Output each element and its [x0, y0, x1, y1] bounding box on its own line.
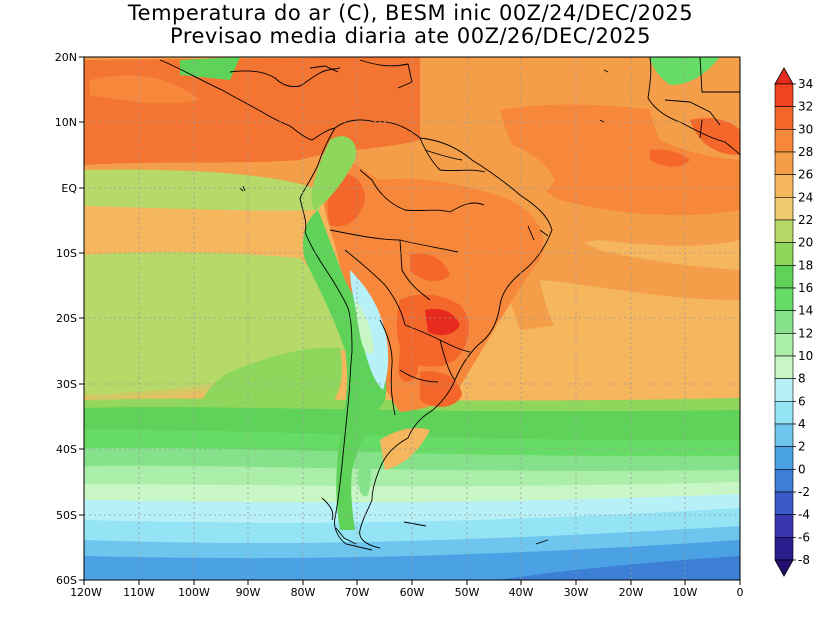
map-title-line-2: Previsao media diaria ate 00Z/26/DEC/202… [170, 24, 651, 48]
lon-label: 0 [737, 586, 744, 599]
colorbar-segment [774, 378, 794, 402]
colorbar-label: 6 [798, 394, 806, 408]
lon-label: 20W [619, 586, 644, 599]
lat-label: EQ [61, 182, 77, 195]
colorbar-label: -2 [798, 485, 810, 499]
colorbar-label: -8 [798, 553, 810, 567]
lat-label: 40S [56, 443, 77, 456]
colorbar-segment [774, 174, 794, 198]
lon-label: 100W [178, 586, 210, 599]
colorbar-label: 0 [798, 462, 806, 476]
graticule [84, 57, 740, 580]
lon-label: 80W [291, 586, 316, 599]
colorbar-segment [774, 242, 794, 266]
colorbar-label: 10 [798, 349, 813, 363]
colorbar-label: 26 [798, 168, 813, 182]
lat-label: 60S [56, 574, 77, 587]
colorbar-segment [774, 265, 794, 289]
lon-label: 40W [509, 586, 534, 599]
colorbar-label: 32 [798, 100, 813, 114]
colorbar-segment [774, 310, 794, 334]
colorbar-bottom-arrow [774, 559, 794, 577]
colorbar-label: 14 [798, 304, 813, 318]
colorbar-label: 30 [798, 122, 813, 136]
colorbar-label: 34 [798, 77, 813, 91]
colorbar-segment [774, 491, 794, 515]
colorbar-segment [774, 151, 794, 175]
lon-label: 110W [123, 586, 155, 599]
colorbar-segment [774, 469, 794, 493]
lon-label: 70W [345, 586, 370, 599]
colorbar-segment [774, 287, 794, 311]
colorbar-segment [774, 446, 794, 470]
colorbar-segment [774, 106, 794, 130]
colorbar-segment [774, 514, 794, 538]
colorbar-label: 12 [798, 326, 813, 340]
lat-label: 10N [55, 116, 77, 129]
colorbar-segment [774, 333, 794, 357]
colorbar-label: 8 [798, 372, 806, 386]
lon-label: 120W [70, 586, 102, 599]
lon-label: 10W [673, 586, 698, 599]
colorbar-label: 18 [798, 258, 813, 272]
colorbar-label: -6 [798, 530, 810, 544]
longitude-labels: 120W 110W 100W 90W 80W 70W 60W 50W 40W 3… [70, 586, 743, 599]
colorbar-top-arrow [774, 67, 794, 85]
lat-label: 30S [56, 378, 77, 391]
colorbar-label: 24 [798, 190, 813, 204]
lon-label: 90W [236, 586, 261, 599]
colorbar-segment [774, 537, 794, 561]
lat-label: 50S [56, 509, 77, 522]
colorbar-label: 4 [798, 417, 806, 431]
axis-ticks [79, 56, 741, 585]
colorbar-label: 2 [798, 440, 806, 454]
map-title-line-1: Temperatura do ar (C), BESM inic 00Z/24/… [127, 1, 694, 25]
lon-label: 50W [455, 586, 480, 599]
colorbar-segment [774, 423, 794, 447]
lon-label: 60W [400, 586, 425, 599]
lat-label: 20N [55, 51, 77, 64]
colorbar-segment [774, 355, 794, 379]
colorbar-segment [774, 129, 794, 153]
colorbar-segment [774, 219, 794, 243]
colorbar-segment [774, 401, 794, 425]
colorbar-label: -4 [798, 508, 810, 522]
lat-label: 10S [56, 247, 77, 260]
colorbar-label: 22 [798, 213, 813, 227]
colorbar-label: 16 [798, 281, 813, 295]
latitude-labels: 20N 10N EQ 10S 20S 30S 40S 50S 60S [55, 51, 78, 587]
colorbar-label: 28 [798, 145, 813, 159]
colorbar-label: 20 [798, 236, 813, 250]
lat-label: 20S [56, 312, 77, 325]
colorbar-segment [774, 83, 794, 107]
colorbar-segment [774, 197, 794, 221]
lon-label: 30W [564, 586, 589, 599]
